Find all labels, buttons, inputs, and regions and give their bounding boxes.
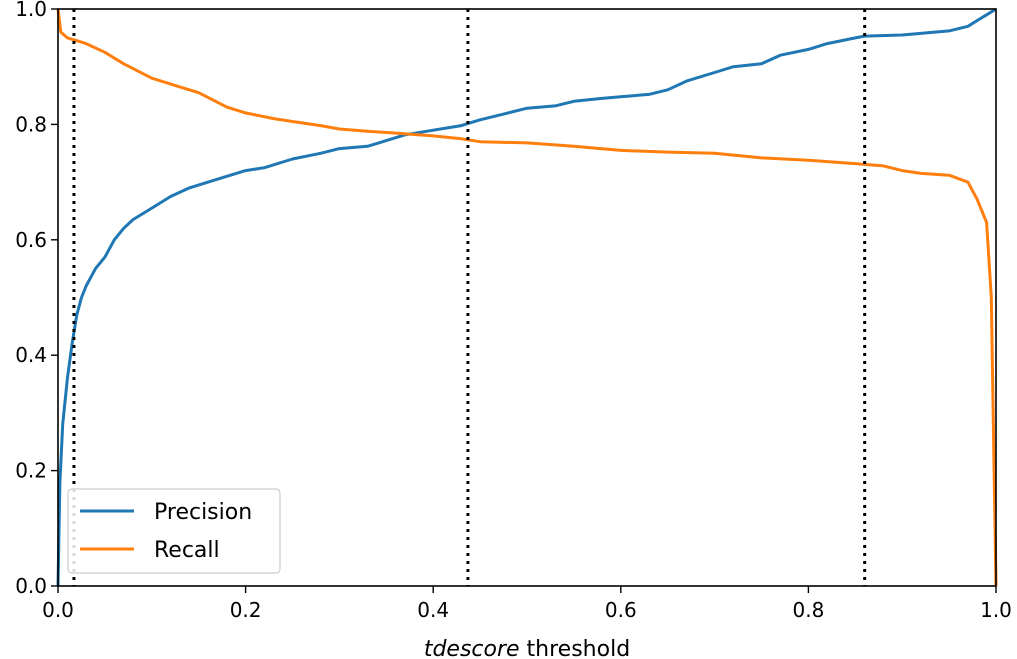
series-line-recall: [56, 8, 998, 587]
x-tick-label: 0.2: [230, 598, 262, 622]
x-axis-label: tdescore threshold: [424, 637, 630, 659]
x-tick-label: 0.0: [42, 598, 74, 622]
axes-frame: [57, 8, 997, 587]
y-tick-label: 0.6: [15, 228, 47, 252]
legend: Precision Recall: [67, 488, 281, 574]
x-tick-label: 1.0: [980, 598, 1012, 622]
x-axis-ticks: 0.0 0.2 0.4 0.6 0.8 1.0: [42, 586, 1012, 622]
y-axis-ticks: 0.0 0.2 0.4 0.6 0.8 1.0: [15, 0, 58, 598]
y-tick-label: 0.0: [15, 574, 47, 598]
x-axis-label-italic: tdescore: [424, 637, 520, 659]
x-tick-label: 0.8: [792, 598, 824, 622]
y-tick-label: 0.8: [15, 112, 47, 136]
y-tick-label: 1.0: [15, 0, 47, 21]
x-axis-label-rest: threshold: [520, 637, 631, 659]
legend-entry-recall: Recall: [154, 538, 220, 563]
plot-series: [56, 7, 998, 587]
legend-entry-precision: Precision: [154, 500, 252, 525]
x-tick-label: 0.4: [417, 598, 449, 622]
series-line-precision: [56, 7, 997, 587]
x-tick-label: 0.6: [605, 598, 637, 622]
y-tick-label: 0.2: [15, 459, 47, 483]
y-tick-label: 0.4: [15, 343, 47, 367]
